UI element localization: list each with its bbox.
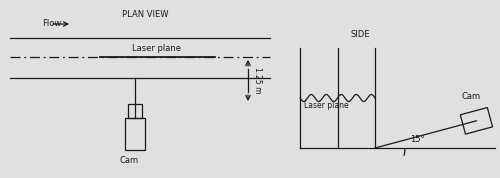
Bar	[125, 118, 145, 150]
Text: PLAN VIEW: PLAN VIEW	[122, 10, 168, 19]
Text: 1.25 m: 1.25 m	[253, 67, 262, 94]
Text: 15°: 15°	[410, 135, 424, 145]
Text: SIDE: SIDE	[350, 30, 370, 39]
Text: Laser plane: Laser plane	[304, 101, 348, 111]
Text: Cam: Cam	[462, 92, 481, 101]
Text: Cam: Cam	[119, 156, 138, 165]
Text: Laser plane: Laser plane	[132, 44, 182, 53]
Bar	[128, 104, 142, 118]
Text: Flow: Flow	[42, 20, 61, 28]
